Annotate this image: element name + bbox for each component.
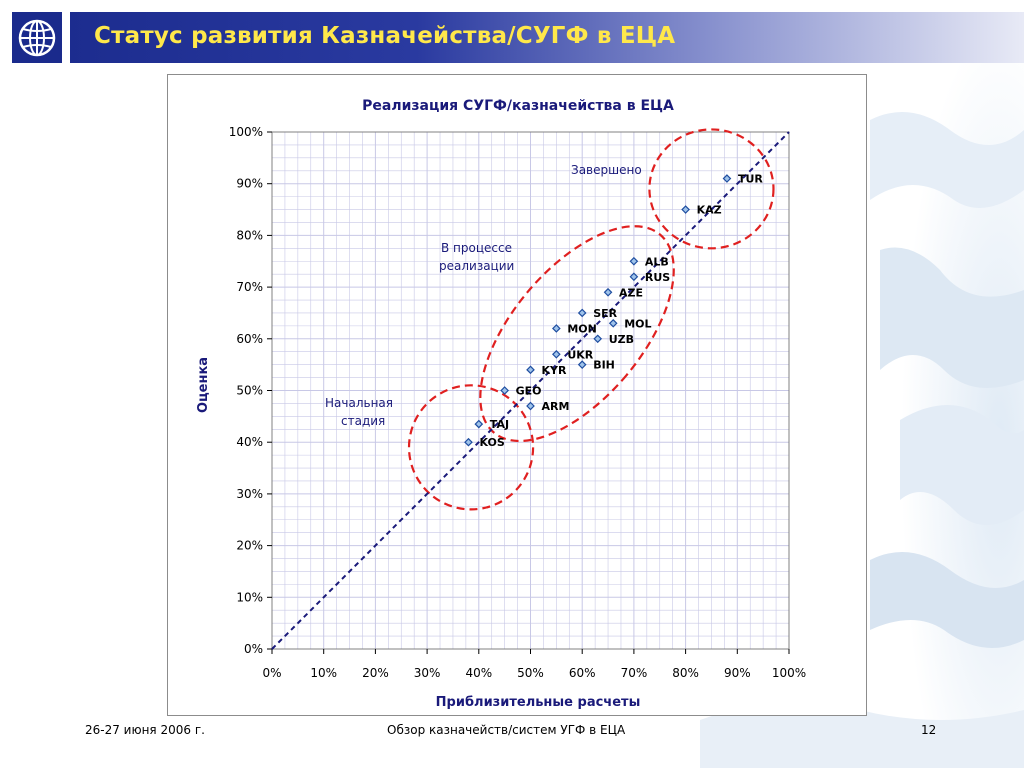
- data-label-geo: GEO: [516, 385, 542, 398]
- x-tick-label: 20%: [362, 666, 389, 680]
- x-tick-label: 60%: [569, 666, 596, 680]
- data-label-aze: AZE: [619, 286, 643, 299]
- slide-header: Статус развития Казначейства/СУГФ в ЕЦА: [12, 12, 1024, 63]
- axes: 0% 10% 20% 30% 40% 50% 60% 70% 80% 90% 100% 0% 10% 20…: [229, 125, 806, 680]
- data-label-ser: SER: [593, 307, 617, 320]
- annotation-in-progress-line1: В процессе: [441, 241, 512, 255]
- ellipse-completed: [648, 128, 775, 250]
- x-tick-label: 80%: [672, 666, 699, 680]
- page-number: 12: [921, 723, 937, 737]
- x-tick-label: 30%: [414, 666, 441, 680]
- chart-panel: Реализация СУГФ/казначейства в ЕЦА 0% 10%…: [167, 74, 867, 716]
- x-tick-label: 10%: [310, 666, 337, 680]
- x-tick-label: 90%: [724, 666, 751, 680]
- chart-title: Реализация СУГФ/казначейства в ЕЦА: [362, 98, 674, 114]
- footer-date: 26-27 июня 2006 г.: [85, 723, 205, 737]
- world-bank-logo: [12, 12, 62, 63]
- x-tick-label: 50%: [517, 666, 544, 680]
- data-point-mon: [552, 324, 561, 333]
- y-tick-label: 80%: [236, 228, 263, 242]
- y-tick-label: 70%: [236, 280, 263, 294]
- data-label-tur: TUR: [738, 173, 763, 186]
- y-tick-label: 0%: [244, 642, 263, 656]
- data-point-aze: [603, 287, 613, 297]
- data-point-alb: [629, 256, 639, 266]
- reference-diagonal: [271, 131, 790, 650]
- data-label-rus: RUS: [645, 271, 670, 284]
- y-tick-label: 10%: [236, 590, 263, 604]
- data-point-kos: [464, 437, 473, 447]
- annotation-initial-line2: стадия: [341, 414, 385, 428]
- x-tick-label: 100%: [772, 666, 806, 680]
- annotation-completed: Завершено: [571, 163, 642, 177]
- x-tick-label: 0%: [262, 666, 281, 680]
- data-point-kaz: [681, 205, 690, 214]
- ellipse-in_progress: [479, 225, 675, 443]
- data-label-mol: MOL: [624, 317, 651, 330]
- x-tick-label: 40%: [465, 666, 492, 680]
- data-label-ukr: UKR: [567, 348, 593, 361]
- data-point-taj: [474, 419, 484, 429]
- data-label-kaz: KAZ: [697, 204, 722, 217]
- data-label-taj: TAJ: [490, 418, 509, 431]
- data-point-tur: [722, 174, 732, 183]
- group-ellipses: [407, 128, 775, 511]
- annotations: Завершено В процессе реализации Начальна…: [325, 163, 642, 428]
- x-axis-label: Приблизительные расчеты: [436, 695, 641, 710]
- data-point-rus: [629, 272, 639, 282]
- y-tick-label: 40%: [236, 435, 263, 449]
- y-tick-label: 90%: [236, 177, 263, 191]
- data-point-kyr: [526, 365, 535, 375]
- globe-icon: [18, 19, 56, 56]
- y-tick-label: 60%: [236, 332, 263, 346]
- y-tick-label: 20%: [236, 539, 263, 553]
- data-label-uzb: UZB: [609, 333, 634, 346]
- annotation-initial-line1: Начальная: [325, 396, 393, 410]
- data-point-uzb: [593, 334, 603, 344]
- x-tick-label: 70%: [621, 666, 648, 680]
- y-axis-label: Оценка: [196, 357, 211, 413]
- data-point-geo: [500, 386, 509, 395]
- data-label-alb: ALB: [645, 255, 669, 268]
- data-label-kyr: KYR: [542, 364, 567, 377]
- y-tick-label: 50%: [236, 384, 263, 398]
- scatter-chart: Реализация СУГФ/казначейства в ЕЦА 0% 10%…: [196, 98, 806, 710]
- y-tick-label: 30%: [236, 487, 263, 501]
- header-separator: [62, 12, 70, 63]
- annotation-in-progress-line2: реализации: [439, 259, 514, 273]
- data-label-kos: KOS: [479, 436, 504, 449]
- data-point-ser: [577, 308, 587, 318]
- footer-center-text: Обзор казначейств/систем УГФ в ЕЦА: [387, 723, 626, 737]
- data-point-mol: [608, 318, 618, 328]
- slide-title: Статус развития Казначейства/СУГФ в ЕЦА: [94, 23, 676, 49]
- ellipse-initial: [407, 384, 535, 511]
- data-point-bih: [577, 360, 587, 369]
- data-label-bih: BIH: [593, 359, 615, 372]
- data-label-mon: MON: [567, 322, 597, 335]
- y-tick-label: 100%: [229, 125, 263, 139]
- data-point-ukr: [552, 349, 561, 359]
- data-point-arm: [526, 401, 535, 411]
- diagonal-line: [271, 131, 790, 650]
- data-label-arm: ARM: [542, 400, 570, 413]
